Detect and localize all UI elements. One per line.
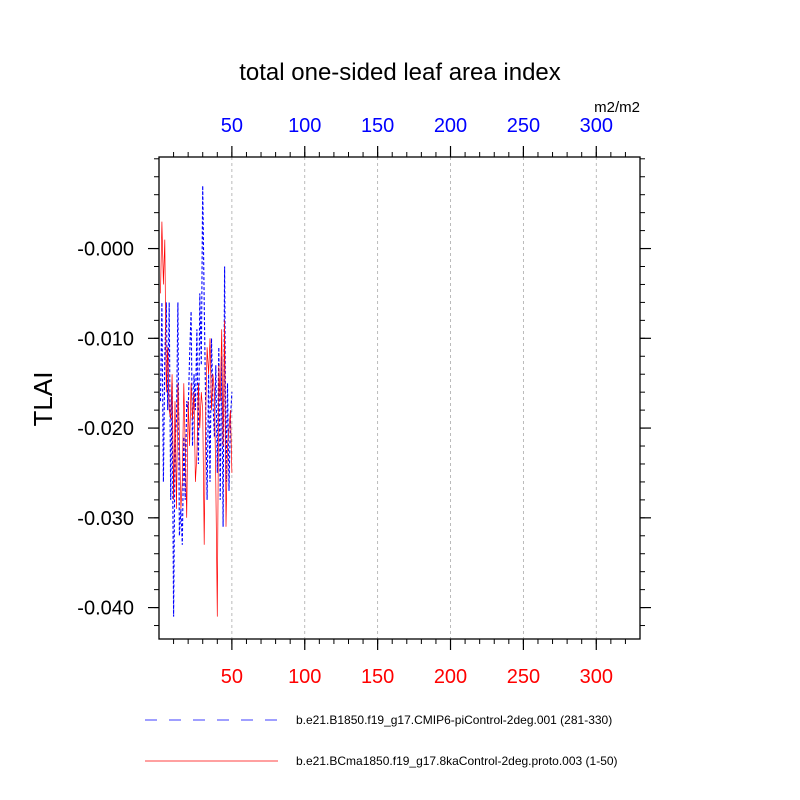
series-line-2 (160, 221, 233, 617)
x-tick-label-top: 150 (361, 115, 394, 137)
y-tick-label: -0.020 (77, 418, 134, 440)
y-axis-label: TLAI (28, 372, 58, 427)
y-tick-label: -0.000 (77, 239, 134, 261)
gridlines (231, 157, 597, 639)
plot-frame (158, 156, 641, 640)
x-tick-label-bottom: 150 (361, 666, 394, 688)
x-tick-label-bottom: 50 (221, 666, 243, 688)
legend-label-series-2: b.e21.BCma1850.f19_g17.8kaControl-2deg.p… (296, 754, 618, 768)
x-tick-label-bottom: 100 (288, 666, 321, 688)
x-tick-label-top: 50 (221, 115, 243, 137)
x-tick-label-top: 100 (288, 115, 321, 137)
x-tick-label-top: 200 (434, 115, 467, 137)
data-series (159, 185, 233, 617)
y-tick-label: -0.010 (77, 328, 134, 350)
chart-title: total one-sided leaf area index (239, 59, 561, 86)
x-tick-label-bottom: 300 (580, 666, 613, 688)
axis-ticks (148, 146, 651, 650)
y-tick-label: -0.030 (77, 508, 134, 530)
x-tick-label-top: 250 (507, 115, 540, 137)
x-tick-label-top: 300 (580, 115, 613, 137)
units-label: m2/m2 (594, 99, 640, 116)
legend-label-series-1: b.e21.B1850.f19_g17.CMIP6-piControl-2deg… (296, 713, 612, 727)
x-tick-label-bottom: 250 (507, 666, 540, 688)
y-tick-label: -0.040 (77, 598, 134, 620)
x-tick-label-bottom: 200 (434, 666, 467, 688)
legend: b.e21.B1850.f19_g17.CMIP6-piControl-2deg… (145, 713, 618, 768)
tick-labels: 50 50 100 100 150 150 200 200 250 250 300 300 -0.040… (77, 115, 613, 688)
